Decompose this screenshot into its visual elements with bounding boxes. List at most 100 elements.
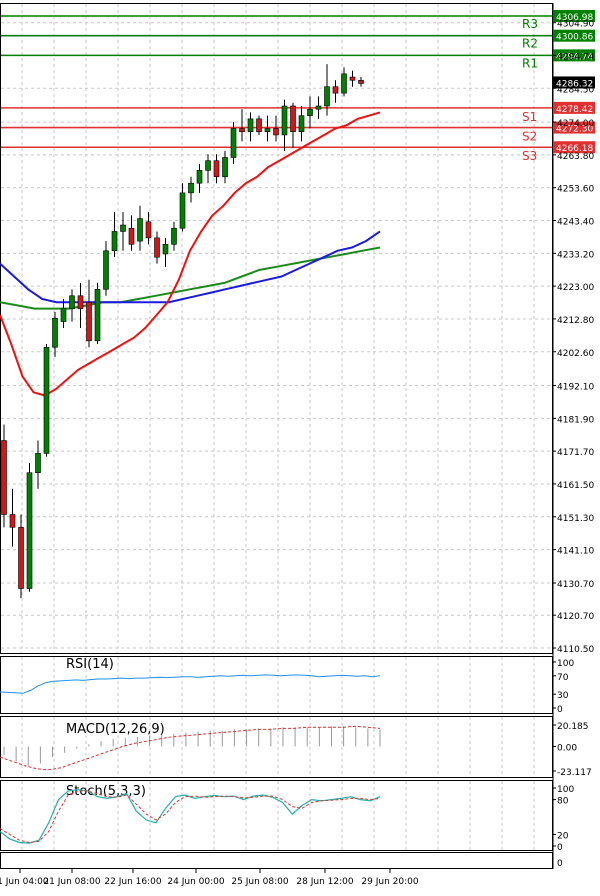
candle-up <box>307 108 313 116</box>
price-tick-label: 4243.40 <box>557 218 594 228</box>
time-tick-label: 21 Jun 08:00 <box>43 877 100 887</box>
level-name-s1: S1 <box>522 110 537 124</box>
price-panel-frame <box>0 3 553 654</box>
candle-down <box>9 514 16 528</box>
current-price-value: 4286.32 <box>556 79 593 89</box>
rsi-line <box>0 674 381 694</box>
stoch-tick-label: 20 <box>557 831 569 841</box>
time-tick-label: 22 Jun 16:00 <box>104 877 161 887</box>
level-tag-s1 <box>553 101 595 114</box>
time-tick-label: 21 Jun 04:00 <box>0 877 49 887</box>
level-value-s1: 4278.42 <box>556 105 593 115</box>
stoch-panel-frame <box>0 780 553 851</box>
candle-down <box>213 160 220 178</box>
candle-down <box>256 118 262 133</box>
candle-up <box>103 250 109 290</box>
stoch-tick-label: 0 <box>557 843 563 853</box>
rsi-panel-frame <box>0 656 553 714</box>
time-tick-label: 25 Jun 08:00 <box>231 877 288 887</box>
candle-up <box>222 157 228 178</box>
current-price-tag <box>553 76 595 89</box>
candle-down <box>290 105 296 133</box>
stoch-k-line <box>0 789 381 844</box>
time-tick-label: 29 Jun 20:00 <box>361 877 418 887</box>
candlestick-series <box>1 64 364 599</box>
price-tick-label: 4141.10 <box>557 547 594 557</box>
time-tick-label: 28 Jun 12:00 <box>296 877 353 887</box>
candle-up <box>264 128 271 133</box>
candle-down <box>154 237 160 258</box>
macd-signal-line <box>0 725 381 771</box>
candle-down <box>1 440 7 515</box>
price-tick-label: 4263.80 <box>557 152 594 162</box>
candle-down <box>77 295 84 309</box>
candle-down <box>239 128 245 133</box>
candle-up <box>171 227 177 245</box>
price-tick-label: 4130.70 <box>557 580 594 590</box>
macd-panel: MACD(12,26,9) 20.185 0.00 -23.117 <box>0 722 592 778</box>
price-tick-label: 4304.90 <box>557 20 594 30</box>
rsi-tick-label: 0 <box>557 705 563 715</box>
candle-down <box>86 301 92 342</box>
price-tick-label: 4294.74 <box>557 52 594 62</box>
candle-up <box>324 86 330 107</box>
candle-down <box>128 227 135 245</box>
level-tag-r1 <box>553 49 595 62</box>
candle-down <box>349 76 356 81</box>
price-tick-label: 4233.20 <box>557 250 594 260</box>
candle-up <box>315 105 322 110</box>
price-axis: 4304.90 4294.74 4284.50 4274.00 4263.80 4253.… <box>552 20 595 655</box>
ma-red-line <box>0 111 381 397</box>
candle-up <box>281 105 288 136</box>
level-tag-r2 <box>553 29 595 42</box>
level-value-r1: 4294.74 <box>556 52 593 62</box>
level-value-r3: 4306.98 <box>556 13 593 23</box>
candle-up <box>120 224 126 232</box>
candle-up <box>162 244 169 255</box>
candle-up <box>52 317 58 348</box>
corner-zero-label: 0 <box>557 859 563 869</box>
candle-up <box>230 128 237 158</box>
price-tick-label: 4120.70 <box>557 612 594 622</box>
stoch-tick-label: 80 <box>557 797 569 807</box>
price-tick-label: 4192.10 <box>557 383 594 393</box>
level-value-s2: 4272.30 <box>556 125 593 135</box>
candle-up <box>26 472 33 589</box>
price-tick-label: 4274.00 <box>557 119 594 129</box>
price-tick-label: 4181.90 <box>557 415 594 425</box>
level-name-s3: S3 <box>522 149 537 163</box>
price-tick-label: 4223.00 <box>557 283 594 293</box>
candle-down <box>18 527 24 589</box>
candle-down <box>358 79 364 84</box>
candle-up <box>43 346 50 454</box>
level-name-r1: R1 <box>522 56 538 70</box>
level-name-r3: R3 <box>522 17 538 31</box>
candle-up <box>298 115 305 133</box>
candle-up <box>247 118 254 133</box>
macd-title: MACD(12,26,9) <box>66 722 165 737</box>
time-tick-label: 24 Jun 00:00 <box>167 877 224 887</box>
level-name-r2: R2 <box>522 37 538 51</box>
candle-up <box>69 295 75 309</box>
level-value-s3: 4266.18 <box>556 144 593 154</box>
rsi-tick-label: 100 <box>557 659 574 669</box>
candle-up <box>205 160 211 171</box>
stoch-d-line <box>0 790 381 844</box>
level-tag-s3 <box>553 141 595 154</box>
macd-tick-label: 20.185 <box>557 722 589 732</box>
level-tag-s2 <box>553 121 595 134</box>
level-name-s2: S2 <box>522 130 537 144</box>
candle-down <box>273 128 279 136</box>
price-tick-label: 4161.50 <box>557 481 594 491</box>
candle-up <box>196 170 203 184</box>
stoch-tick-label: 100 <box>557 785 574 795</box>
candle-down <box>145 221 152 239</box>
price-tick-label: 4151.30 <box>557 514 594 524</box>
price-tick-label: 4212.80 <box>557 316 594 326</box>
price-tick-label: 4202.60 <box>557 349 594 359</box>
candle-up <box>188 182 194 194</box>
candle-up <box>94 289 101 342</box>
bottom-strip-frame <box>0 852 553 869</box>
